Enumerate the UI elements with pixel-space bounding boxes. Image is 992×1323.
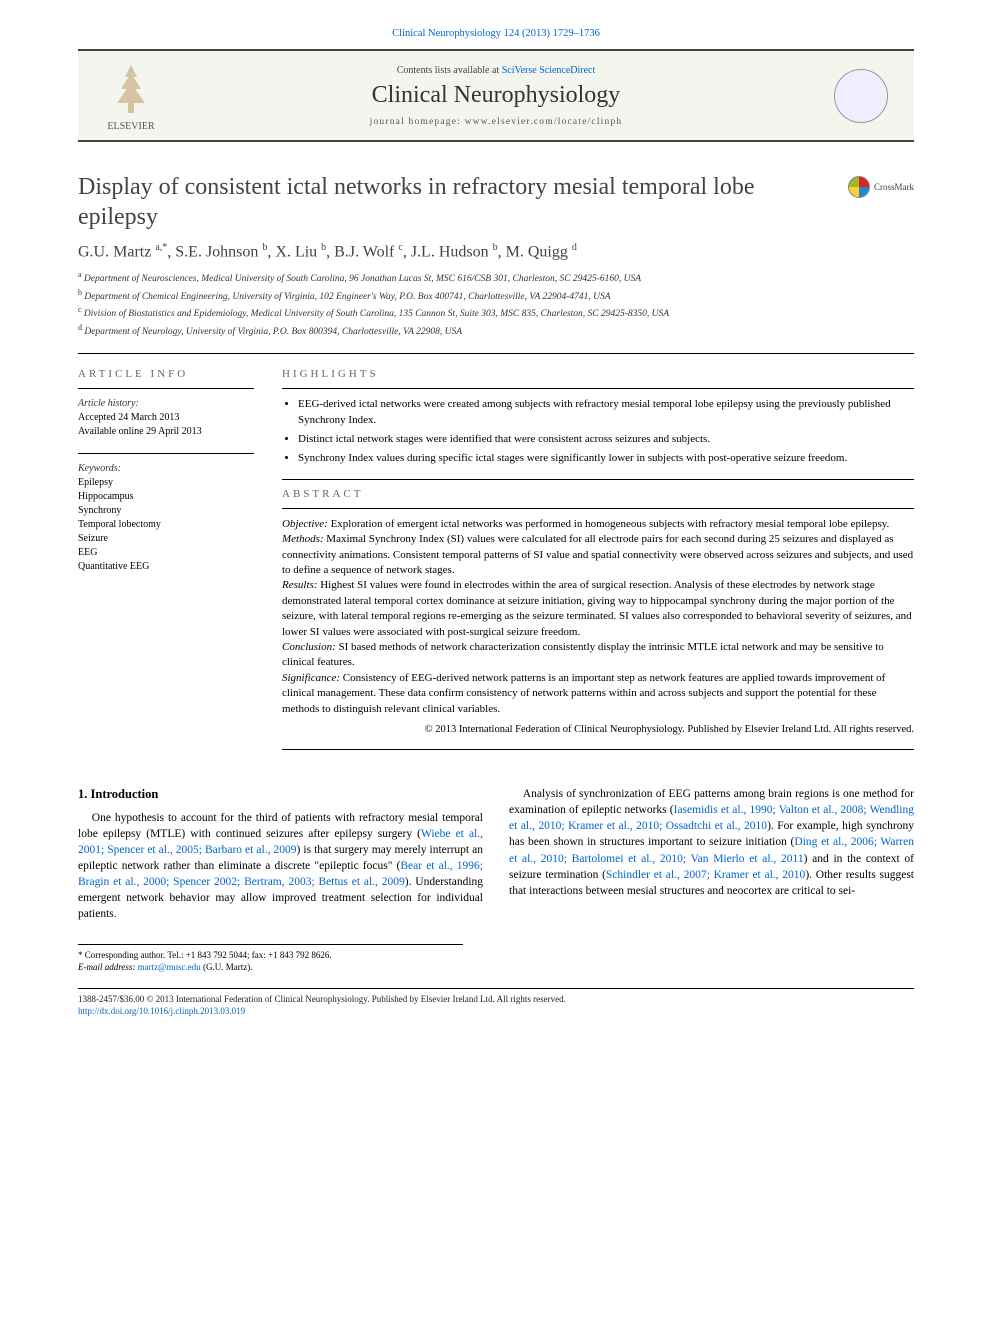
- keyword: Synchrony: [78, 504, 254, 518]
- email-label: E-mail address:: [78, 962, 135, 972]
- divider: [78, 388, 254, 389]
- keyword: Quantitative EEG: [78, 560, 254, 574]
- affiliation-line: c Division of Biostatistics and Epidemio…: [78, 304, 914, 321]
- journal-name: Clinical Neurophysiology: [170, 82, 822, 109]
- conclusion-text: SI based methods of network characteriza…: [282, 641, 884, 668]
- corr-line: * Corresponding author. Tel.: +1 843 792…: [78, 949, 463, 961]
- intro-para-2: Analysis of synchronization of EEG patte…: [509, 786, 914, 899]
- objective-text: Exploration of emergent ictal networks w…: [328, 518, 889, 530]
- citation-link[interactable]: Schindler et al., 2007; Kramer et al., 2…: [606, 869, 805, 881]
- accepted-date: Accepted 24 March 2013: [78, 411, 254, 425]
- highlight-item: EEG-derived ictal networks were created …: [298, 397, 914, 429]
- page-footer: 1388-2457/$36.00 © 2013 International Fe…: [78, 988, 914, 1017]
- abstract-label: ABSTRACT: [282, 488, 914, 500]
- corresponding-author-footnote: * Corresponding author. Tel.: +1 843 792…: [78, 944, 463, 973]
- conclusion-label: Conclusion:: [282, 641, 336, 653]
- homepage-url[interactable]: www.elsevier.com/locate/clinph: [465, 117, 623, 127]
- keywords-block: Keywords: EpilepsyHippocampusSynchronyTe…: [78, 462, 254, 574]
- contents-lists-line: Contents lists available at SciVerse Sci…: [170, 65, 822, 76]
- significance-label: Significance:: [282, 672, 340, 684]
- homepage-prefix: journal homepage:: [370, 117, 465, 127]
- keyword: Hippocampus: [78, 490, 254, 504]
- issn-copyright-line: 1388-2457/$36.00 © 2013 International Fe…: [78, 993, 914, 1005]
- keywords-list: EpilepsyHippocampusSynchronyTemporal lob…: [78, 476, 254, 574]
- divider: [78, 453, 254, 454]
- affiliation-line: b Department of Chemical Engineering, Un…: [78, 287, 914, 304]
- highlights-label: HIGHLIGHTS: [282, 368, 914, 380]
- keyword: Seizure: [78, 532, 254, 546]
- keyword: Epilepsy: [78, 476, 254, 490]
- crossmark-badge[interactable]: CrossMark: [848, 176, 914, 198]
- highlight-item: Distinct ictal network stages were ident…: [298, 432, 914, 448]
- divider: [282, 479, 914, 480]
- article-title: Display of consistent ictal networks in …: [78, 172, 830, 232]
- divider: [282, 508, 914, 509]
- affiliation-line: a Department of Neurosciences, Medical U…: [78, 269, 914, 286]
- crossmark-label: CrossMark: [874, 182, 914, 192]
- results-text: Highest SI values were found in electrod…: [282, 579, 912, 637]
- email-who: (G.U. Martz).: [203, 962, 252, 972]
- affiliations-block: a Department of Neurosciences, Medical U…: [78, 269, 914, 339]
- elsevier-tree-icon: [101, 59, 161, 119]
- keywords-label: Keywords:: [78, 462, 254, 476]
- methods-text: Maximal Synchrony Index (SI) values were…: [282, 533, 913, 576]
- highlights-block: EEG-derived ictal networks were created …: [282, 397, 914, 467]
- intro-para-1: One hypothesis to account for the third …: [78, 810, 483, 923]
- highlight-item: Synchrony Index values during specific i…: [298, 451, 914, 467]
- article-body: 1. Introduction One hypothesis to accoun…: [78, 786, 914, 922]
- journal-homepage-line: journal homepage: www.elsevier.com/locat…: [170, 117, 822, 127]
- history-label: Article history:: [78, 397, 254, 411]
- crossmark-icon: [848, 176, 870, 198]
- sciencedirect-link[interactable]: SciVerse ScienceDirect: [502, 65, 596, 76]
- objective-label: Objective:: [282, 518, 328, 530]
- abstract-body: Objective: Exploration of emergent ictal…: [282, 517, 914, 737]
- abstract-copyright: © 2013 International Federation of Clini…: [282, 723, 914, 737]
- article-info-label: ARTICLE INFO: [78, 368, 254, 380]
- affiliation-line: d Department of Neurology, University of…: [78, 322, 914, 339]
- introduction-heading: 1. Introduction: [78, 786, 483, 804]
- journal-reference: Clinical Neurophysiology 124 (2013) 1729…: [78, 28, 914, 39]
- keyword: EEG: [78, 546, 254, 560]
- divider: [78, 353, 914, 354]
- divider: [282, 749, 914, 750]
- article-history: Article history: Accepted 24 March 2013 …: [78, 397, 254, 439]
- citation-link[interactable]: Bettus et al., 2009: [319, 876, 405, 888]
- corr-email-link[interactable]: martz@musc.edu: [138, 962, 201, 972]
- journal-banner: ELSEVIER Contents lists available at Sci…: [78, 49, 914, 142]
- publisher-label: ELSEVIER: [107, 121, 154, 132]
- contents-prefix: Contents lists available at: [397, 65, 502, 76]
- divider: [282, 388, 914, 389]
- publisher-logo-block: ELSEVIER: [92, 59, 170, 132]
- online-date: Available online 29 April 2013: [78, 425, 254, 439]
- journal-cover-icon: [834, 69, 888, 123]
- keyword: Temporal lobectomy: [78, 518, 254, 532]
- doi-link[interactable]: http://dx.doi.org/10.1016/j.clinph.2013.…: [78, 1006, 245, 1016]
- results-label: Results:: [282, 579, 317, 591]
- significance-text: Consistency of EEG-derived network patte…: [282, 672, 885, 715]
- methods-label: Methods:: [282, 533, 324, 545]
- authors-line: G.U. Martz a,*, S.E. Johnson b, X. Liu b…: [78, 242, 914, 261]
